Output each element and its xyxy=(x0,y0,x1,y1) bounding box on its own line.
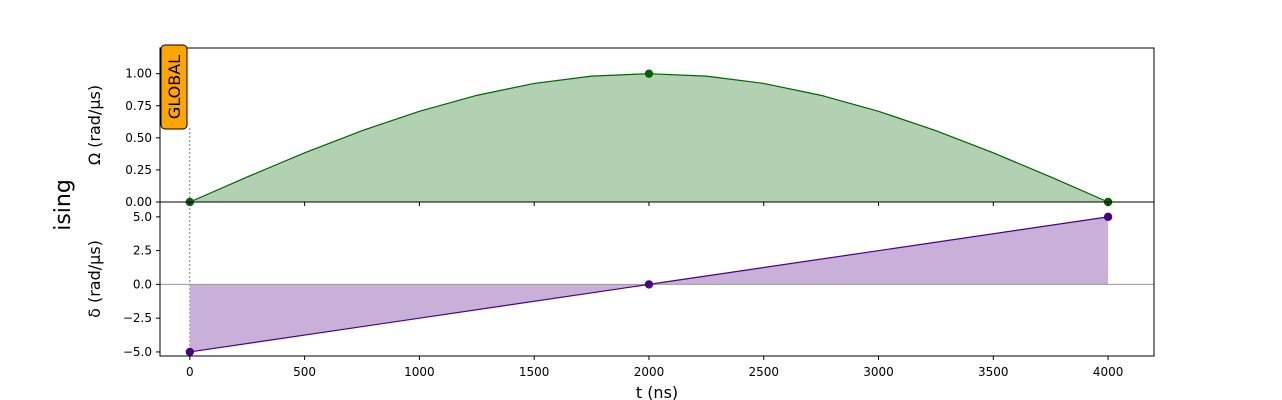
detuning-panel: −5.0 −2.5 0.0 2.5 5.0 0 500 1000 1500 2000 2500 300… xyxy=(85,201,1155,400)
row-label-group: ising xyxy=(51,179,76,231)
x-tick-label: 1500 xyxy=(519,365,550,379)
y-tick-label: 0.50 xyxy=(125,131,152,145)
y-tick-label: 0.0 xyxy=(133,277,152,291)
y-tick-label: 0.25 xyxy=(125,163,152,177)
x-tick-label: 3000 xyxy=(863,365,894,379)
data-point xyxy=(644,69,654,78)
amplitude-panel: 0.00 0.25 0.50 0.75 1.00 Ω (rad/µs) GLOBAL xyxy=(85,44,1155,356)
row-label-ising: ising xyxy=(51,179,76,231)
y-tick-label: 5.0 xyxy=(133,210,152,224)
x-tick-label: 3500 xyxy=(978,365,1009,379)
y-tick-label: −2.5 xyxy=(123,311,152,325)
data-point xyxy=(1103,212,1113,222)
y-tick-label: −5.0 xyxy=(123,345,152,359)
x-tick-label: 2500 xyxy=(748,365,779,379)
y-axis-label: Ω (rad/µs) xyxy=(85,85,104,165)
data-point xyxy=(185,347,195,357)
data-point xyxy=(644,280,654,289)
global-badge-label: GLOBAL xyxy=(165,55,184,119)
y-tick-label: 0.00 xyxy=(125,195,152,209)
x-axis-label: t (ns) xyxy=(636,383,678,400)
x-tick-label: 4000 xyxy=(1093,365,1124,379)
x-tick-label: 0 xyxy=(186,365,194,379)
x-tick-label: 1000 xyxy=(404,365,435,379)
global-badge xyxy=(160,44,188,130)
x-tick-label: 500 xyxy=(293,365,316,379)
area-fill xyxy=(189,73,1109,203)
y-tick-label: 2.5 xyxy=(133,244,152,258)
y-axis-label: δ (rad/µs) xyxy=(85,240,104,318)
y-tick-label: 1.00 xyxy=(125,67,152,81)
x-tick-label: 2000 xyxy=(634,365,665,379)
axes-frame xyxy=(159,201,1155,357)
y-tick-label: 0.75 xyxy=(125,99,152,113)
